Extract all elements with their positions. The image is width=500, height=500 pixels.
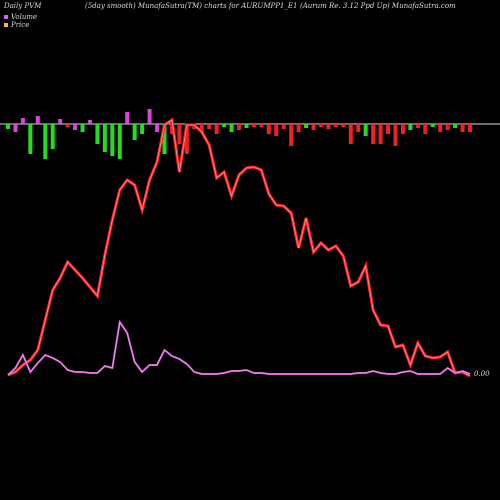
- legend-swatch: [4, 15, 8, 19]
- volume-bar: [371, 124, 376, 144]
- chart-source: (Aurum Re. 3.12 Ppd Up) MunafaSutra.com: [300, 2, 456, 10]
- volume-bar: [348, 124, 353, 144]
- volume-bar: [6, 124, 10, 129]
- volume-bar: [408, 124, 413, 130]
- volume-bar: [266, 124, 271, 134]
- volume-bar: [13, 124, 18, 132]
- price-line: [7, 117, 471, 378]
- volume-bar: [356, 124, 361, 132]
- volume-bar: [199, 124, 204, 132]
- volume-bar: [87, 120, 92, 124]
- legend-label: Price: [10, 21, 29, 29]
- volume-bar: [43, 124, 48, 159]
- volume-bar: [207, 124, 212, 129]
- volume-bar: [259, 124, 264, 127]
- volume-bar: [438, 124, 443, 132]
- volume-bar: [378, 124, 383, 144]
- volume-bar: [318, 124, 323, 127]
- volume-bar: [110, 124, 115, 156]
- volume-bar: [326, 124, 331, 129]
- volume-bar: [460, 124, 465, 132]
- volume-bar: [58, 119, 63, 124]
- volume-bar: [20, 118, 25, 124]
- volume-bar: [304, 124, 309, 128]
- volume-bar: [281, 124, 286, 129]
- volume-bar: [177, 124, 182, 144]
- volume-bar: [468, 124, 472, 132]
- volume-bar: [289, 124, 294, 146]
- legend-label: Volume: [11, 13, 37, 21]
- volume-bar: [50, 124, 55, 149]
- volume-bar: [162, 124, 167, 154]
- volume-bar: [274, 124, 279, 136]
- volume-bar: [311, 124, 316, 130]
- chart-title: Daily PVM: [3, 2, 42, 10]
- volume-bar: [423, 124, 428, 134]
- volume-bar: [35, 116, 40, 124]
- volume-bar: [229, 124, 234, 132]
- volume-bar: [80, 124, 85, 132]
- line-highlight: [7, 320, 471, 376]
- volume-bar: [65, 124, 70, 127]
- volume-bar: [73, 124, 78, 130]
- volume-bar: [95, 124, 100, 144]
- volume-bar: [184, 124, 189, 154]
- volume-bar: [117, 124, 122, 159]
- legend-swatch: [4, 23, 8, 27]
- volume-bar: [155, 124, 160, 132]
- volume-bar: [147, 109, 152, 124]
- volume-bar: [296, 124, 301, 132]
- volume-bar: [341, 124, 346, 127]
- volume-bar: [28, 124, 33, 154]
- volume-bar: [125, 112, 130, 124]
- volume-bar: [222, 124, 227, 127]
- end-label: 0.00: [474, 370, 490, 378]
- volume-bar: [400, 124, 405, 134]
- volume-bar: [415, 124, 420, 128]
- line-highlight: [7, 119, 471, 377]
- pvm-line: [7, 319, 471, 376]
- volume-bar: [214, 124, 219, 134]
- volume-bar: [445, 124, 450, 130]
- volume-bar: [140, 124, 145, 134]
- volume-bar: [363, 124, 368, 136]
- volume-bar: [333, 124, 338, 127]
- volume-bar: [453, 124, 458, 128]
- volume-bar: [386, 124, 391, 134]
- volume-bar: [237, 124, 241, 130]
- volume-bar: [244, 124, 249, 128]
- volume-bar: [132, 124, 137, 140]
- chart-subtitle: (5day smooth) MunafaSutra(TM) charts for…: [85, 2, 297, 10]
- volume-bar: [251, 124, 256, 127]
- volume-bar: [430, 124, 435, 127]
- volume-bar: [393, 124, 398, 146]
- volume-bar: [102, 124, 107, 152]
